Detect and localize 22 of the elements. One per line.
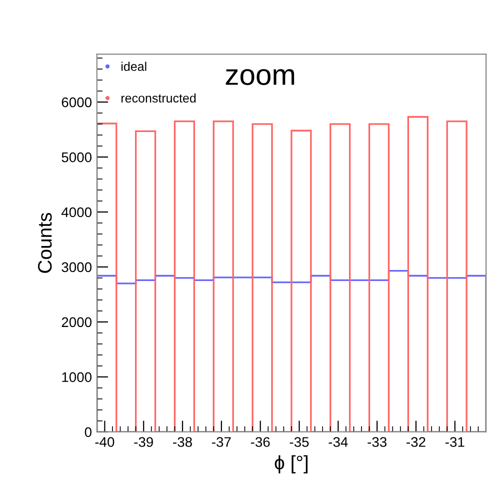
x-tick-label: -31: [445, 437, 464, 447]
x-tick-label: -32: [406, 437, 426, 447]
y-tick-label: 0: [84, 427, 92, 438]
legend-label: reconstructed: [121, 93, 196, 103]
y-tick-label: 5000: [62, 152, 92, 162]
x-axis-title: ϕ [°]: [274, 455, 308, 474]
y-tick-label: 4000: [61, 207, 92, 218]
x-tick-label: -34: [328, 437, 348, 447]
legend-label: ideal: [122, 62, 146, 71]
x-tick-label: -35: [290, 437, 309, 447]
x-tick-label: -40: [95, 437, 114, 447]
x-tick-label: -37: [212, 437, 231, 447]
y-tick-label: 2000: [62, 317, 92, 328]
x-tick-label: -39: [134, 437, 153, 447]
x-tick-label: -33: [368, 437, 386, 447]
x-tick-label: -38: [173, 437, 192, 447]
chart-title: zoom: [226, 69, 294, 86]
y-tick-label: 6000: [62, 97, 92, 108]
x-tick-label: -36: [250, 437, 270, 447]
y-axis-title: Counts: [38, 212, 52, 273]
y-tick-label: 3000: [62, 262, 92, 272]
y-tick-label: 1000: [62, 372, 92, 382]
